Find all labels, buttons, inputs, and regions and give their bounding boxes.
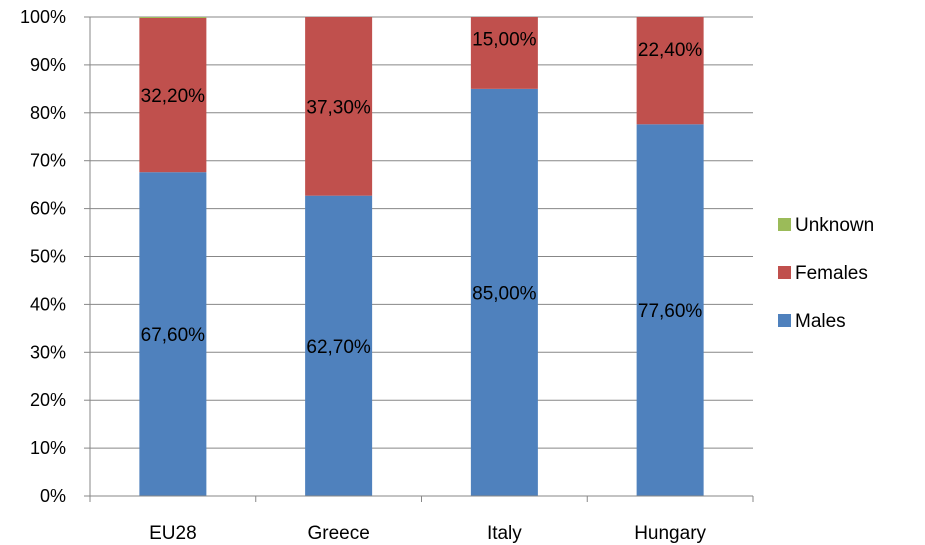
x-category-label: Italy — [487, 523, 522, 544]
legend-label-unknown: Unknown — [795, 215, 874, 236]
legend-swatch-males — [778, 314, 791, 327]
y-tick-label: 0% — [40, 486, 66, 506]
bar-females — [139, 17, 207, 173]
y-tick-label: 90% — [30, 55, 66, 75]
data-label: 77,60% — [638, 301, 703, 322]
y-tick-label: 40% — [30, 294, 66, 314]
data-label: 67,60% — [141, 325, 206, 346]
x-category-labels: EU28 Greece Italy Hungary — [149, 523, 706, 544]
legend-swatch-unknown — [778, 218, 791, 231]
legend-swatch-females — [778, 266, 791, 279]
y-tick-label: 30% — [30, 342, 66, 362]
y-tick-label: 10% — [30, 438, 66, 458]
data-labels: 67,60% 32,20% 62,70% 37,30% 85,00% 15,00% 77,6… — [141, 30, 703, 358]
y-tick-label: 80% — [30, 103, 66, 123]
bar-males — [305, 195, 373, 497]
data-label: 85,00% — [472, 283, 537, 304]
bar-females — [470, 17, 538, 89]
bars — [139, 17, 704, 497]
bar-males — [139, 172, 207, 497]
data-label: 15,00% — [472, 30, 537, 51]
y-tick-label: 20% — [30, 390, 66, 410]
x-category-label: Greece — [307, 523, 369, 544]
legend: Unknown Females Males — [778, 215, 874, 332]
y-tick-label: 60% — [30, 199, 66, 219]
bar-males — [470, 88, 538, 496]
bar-males — [636, 124, 704, 497]
data-label: 37,30% — [306, 97, 371, 118]
legend-label-females: Females — [795, 263, 868, 284]
bar-unknown — [139, 17, 207, 18]
data-label: 22,40% — [638, 40, 703, 61]
y-tick-label: 70% — [30, 151, 66, 171]
bar-females — [305, 17, 373, 196]
y-tick-label: 50% — [30, 247, 66, 267]
y-tick-label: 100% — [20, 7, 66, 27]
x-category-label: EU28 — [149, 523, 197, 544]
x-category-label: Hungary — [634, 523, 706, 544]
legend-label-males: Males — [795, 311, 846, 332]
bar-females — [636, 17, 704, 125]
data-label: 62,70% — [306, 337, 371, 358]
data-label: 32,20% — [141, 86, 206, 107]
axes — [84, 16, 754, 502]
y-tick-labels: 0% 10% 20% 30% 40% 50% 60% 70% 80% 90% 100% — [20, 7, 66, 506]
